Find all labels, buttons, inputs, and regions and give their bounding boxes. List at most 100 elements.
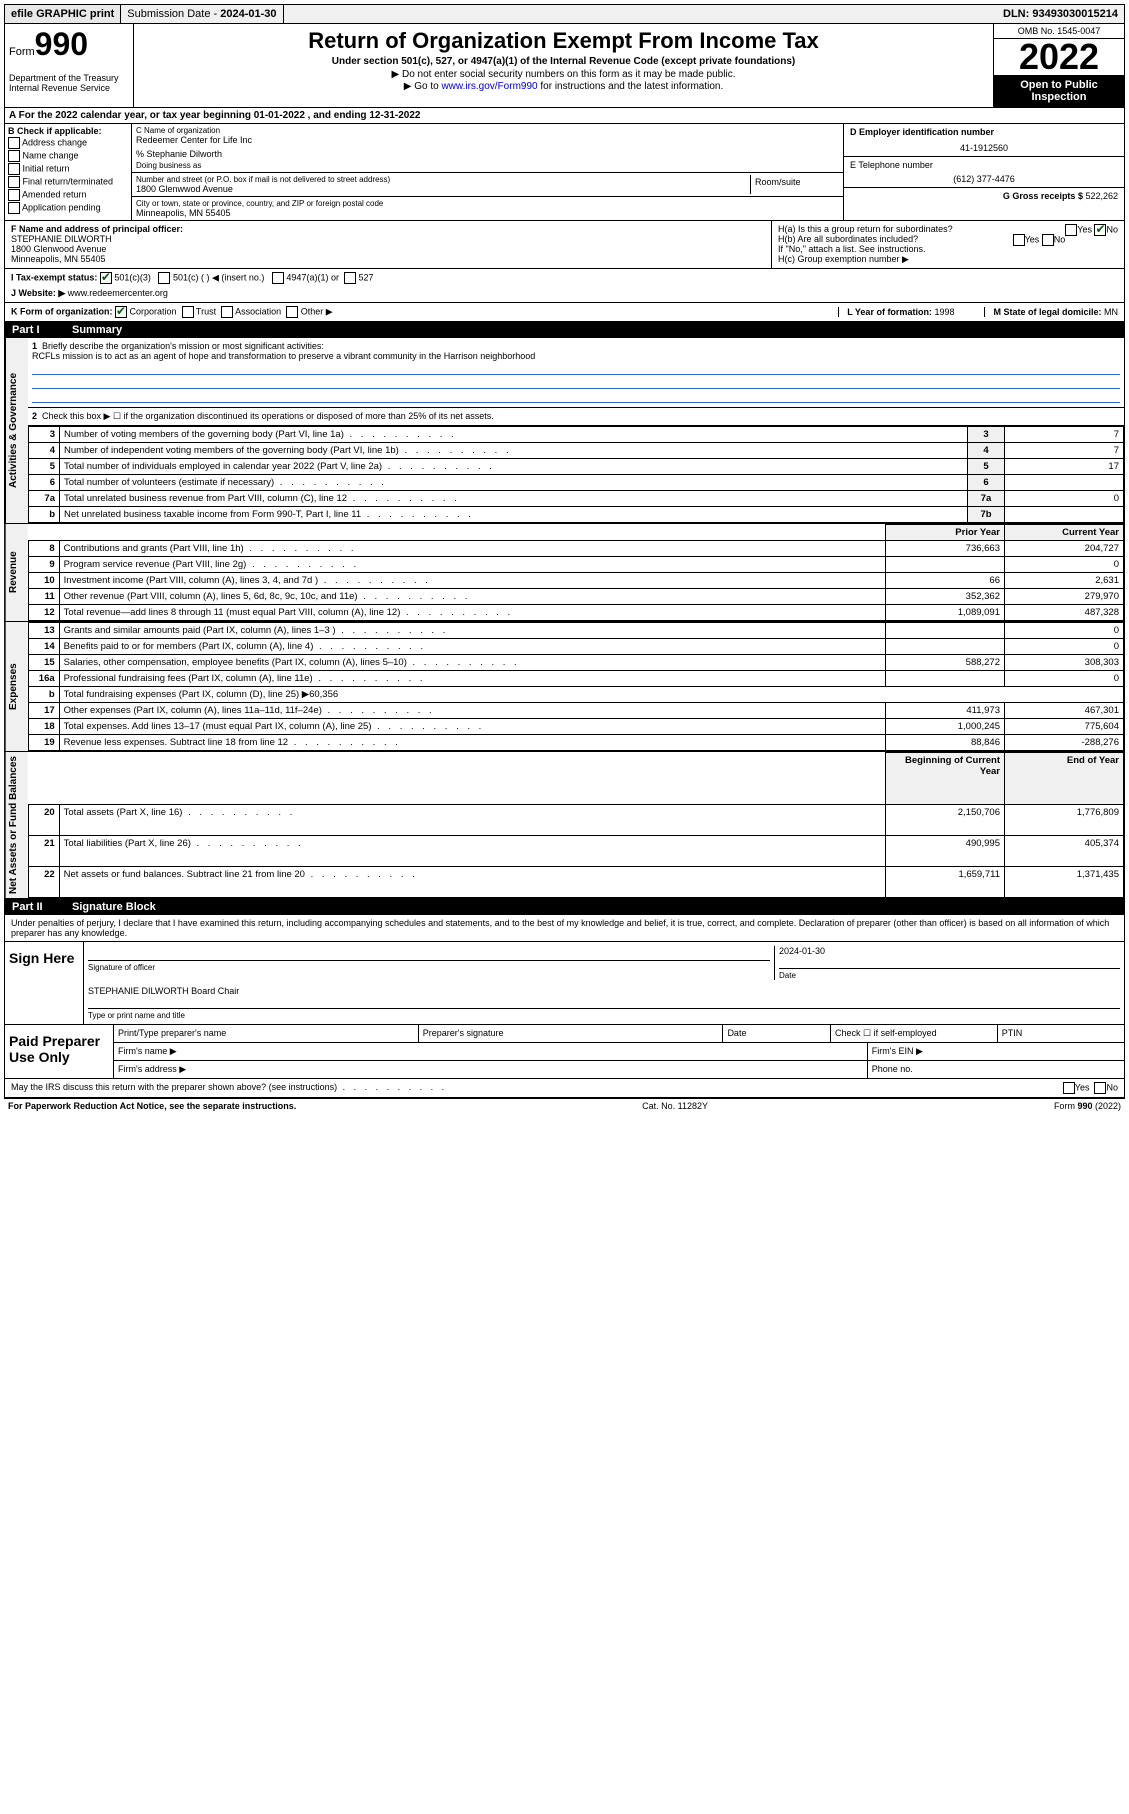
mission-label: Briefly describe the organization's miss… [42,341,324,351]
table-row: 12Total revenue—add lines 8 through 11 (… [28,605,1123,621]
footer-mid: Cat. No. 11282Y [642,1101,708,1111]
other-checkbox[interactable] [286,306,298,318]
4947-checkbox[interactable] [272,272,284,284]
opt-address-change[interactable]: Address change [8,137,128,149]
dln: DLN: 93493030015214 [997,5,1124,23]
table-row: 14Benefits paid to or for members (Part … [28,639,1123,655]
opt-527: 527 [358,272,373,282]
part1-header: Part I Summary [4,322,1125,338]
part2-title: Signature Block [72,901,156,913]
revenue-table: Prior YearCurrent Year8Contributions and… [28,524,1124,621]
expenses-table: 13Grants and similar amounts paid (Part … [28,622,1124,751]
dba-label: Doing business as [136,161,839,170]
row-k: K Form of organization: Corporation Trus… [4,303,1125,322]
opt-501c: 501(c) ( ) ◀ (insert no.) [173,272,264,282]
phone-value: (612) 377-4476 [850,174,1118,184]
table-row: 20Total assets (Part X, line 16)2,150,70… [28,805,1123,836]
declaration-text: Under penalties of perjury, I declare th… [5,915,1124,941]
tax-exempt-label: I Tax-exempt status: [11,272,97,282]
sign-here-row: Sign Here Signature of officer 2024-01-3… [5,941,1124,1024]
ha-answer: No [1106,224,1118,234]
name-title-label: Type or print name and title [88,1011,1120,1020]
opt-initial-return[interactable]: Initial return [8,163,128,175]
irs-link[interactable]: www.irs.gov/Form990 [441,81,537,92]
table-row: 3Number of voting members of the governi… [29,427,1124,443]
title-cell: Return of Organization Exempt From Incom… [134,24,993,107]
officer-label: F Name and address of principal officer: [11,224,183,234]
dln-value: 93493030015214 [1032,8,1118,20]
table-row: 21Total liabilities (Part X, line 26)490… [28,836,1123,867]
top-bar: efile GRAPHIC print Submission Date - 20… [4,4,1125,24]
submission-date-value: 2024-01-30 [220,8,276,20]
pp-name-label: Print/Type preparer's name [114,1025,419,1042]
domicile-value: MN [1104,307,1118,317]
gross-value: 522,262 [1085,191,1118,201]
submission-date: Submission Date - 2024-01-30 [121,5,283,23]
submission-date-label: Submission Date - [127,8,220,20]
instruction-line-2: ▶ Go to www.irs.gov/Form990 for instruct… [138,81,989,92]
gross-label: G Gross receipts $ [1003,191,1086,201]
vert-netassets: Net Assets or Fund Balances [5,752,28,898]
signature-block: Under penalties of perjury, I declare th… [4,915,1125,1098]
year-formation-value: 1998 [934,307,954,317]
corp-checkbox[interactable] [115,306,127,318]
table-row: bTotal fundraising expenses (Part IX, co… [28,687,1123,703]
501c-checkbox[interactable] [158,272,170,284]
paid-preparer-label: Paid Preparer Use Only [5,1025,114,1078]
assoc-checkbox[interactable] [221,306,233,318]
may-irs-discuss: May the IRS discuss this return with the… [11,1082,447,1094]
col-b-check-applicable: B Check if applicable: Address change Na… [5,124,132,220]
form-number: 990 [35,26,88,62]
opt-amended-return[interactable]: Amended return [8,189,128,201]
netassets-table: Beginning of Current YearEnd of Year20To… [28,752,1124,898]
opt-final-return[interactable]: Final return/terminated [8,176,128,188]
line2-text: Check this box ▶ ☐ if the organization d… [42,411,494,421]
irs-no-checkbox[interactable] [1094,1082,1106,1094]
501c3-checkbox[interactable] [100,272,112,284]
open-to-public: Open to Public Inspection [994,75,1124,107]
care-of: % Stephanie Dilworth [136,149,839,159]
hb-no-checkbox[interactable] [1042,234,1054,246]
goto-pre: ▶ Go to [404,81,442,92]
col-d-ein: D Employer identification number 41-1912… [844,124,1124,157]
form-subtitle: Under section 501(c), 527, or 4947(a)(1)… [138,56,989,67]
opt-application-pending[interactable]: Application pending [8,202,128,214]
527-checkbox[interactable] [344,272,356,284]
mission-text: RCFLs mission is to act as an agent of h… [32,351,535,361]
goto-post: for instructions and the latest informat… [538,81,724,92]
vert-expenses: Expenses [5,622,28,751]
col-h-group: H(a) Is this a group return for subordin… [772,221,1124,268]
vert-activities: Activities & Governance [5,338,28,523]
year-formation-label: L Year of formation: [847,307,934,317]
hb-yes-checkbox[interactable] [1013,234,1025,246]
table-row: 8Contributions and grants (Part VIII, li… [28,541,1123,557]
city-label: City or town, state or province, country… [136,199,839,208]
opt-other: Other ▶ [301,306,333,316]
ha-yes-checkbox[interactable] [1065,224,1077,236]
hb-note: If "No," attach a list. See instructions… [778,244,1118,254]
part1-label: Part I [12,324,72,336]
table-row: 17Other expenses (Part IX, column (A), l… [28,703,1123,719]
dln-label: DLN: [1003,8,1032,20]
table-row: 15Salaries, other compensation, employee… [28,655,1123,671]
form-label: Form [9,46,35,58]
phone-label: E Telephone number [850,160,933,170]
part2-header: Part II Signature Block [4,899,1125,915]
pp-ptin-label: PTIN [998,1025,1124,1042]
footer-right: Form 990 (2022) [1054,1101,1121,1111]
officer-addr1: 1800 Glenwood Avenue [11,244,106,254]
form-number-cell: Form990 Department of the Treasury Inter… [5,24,134,107]
ha-no-checkbox[interactable] [1094,224,1106,236]
efile-print-button[interactable]: efile GRAPHIC print [5,5,121,23]
opt-name-change[interactable]: Name change [8,150,128,162]
trust-checkbox[interactable] [182,306,194,318]
pp-check-label: Check ☐ if self-employed [831,1025,998,1042]
table-row: 16aProfessional fundraising fees (Part I… [28,671,1123,687]
city-state-zip: Minneapolis, MN 55405 [136,208,839,218]
department-label: Department of the Treasury Internal Reve… [9,73,129,93]
officer-name: STEPHANIE DILWORTH [11,234,112,244]
officer-addr2: Minneapolis, MN 55405 [11,254,106,264]
irs-yes-checkbox[interactable] [1063,1082,1075,1094]
form-org-label: K Form of organization: [11,306,113,316]
col-g-gross: G Gross receipts $ 522,262 [844,188,1124,204]
